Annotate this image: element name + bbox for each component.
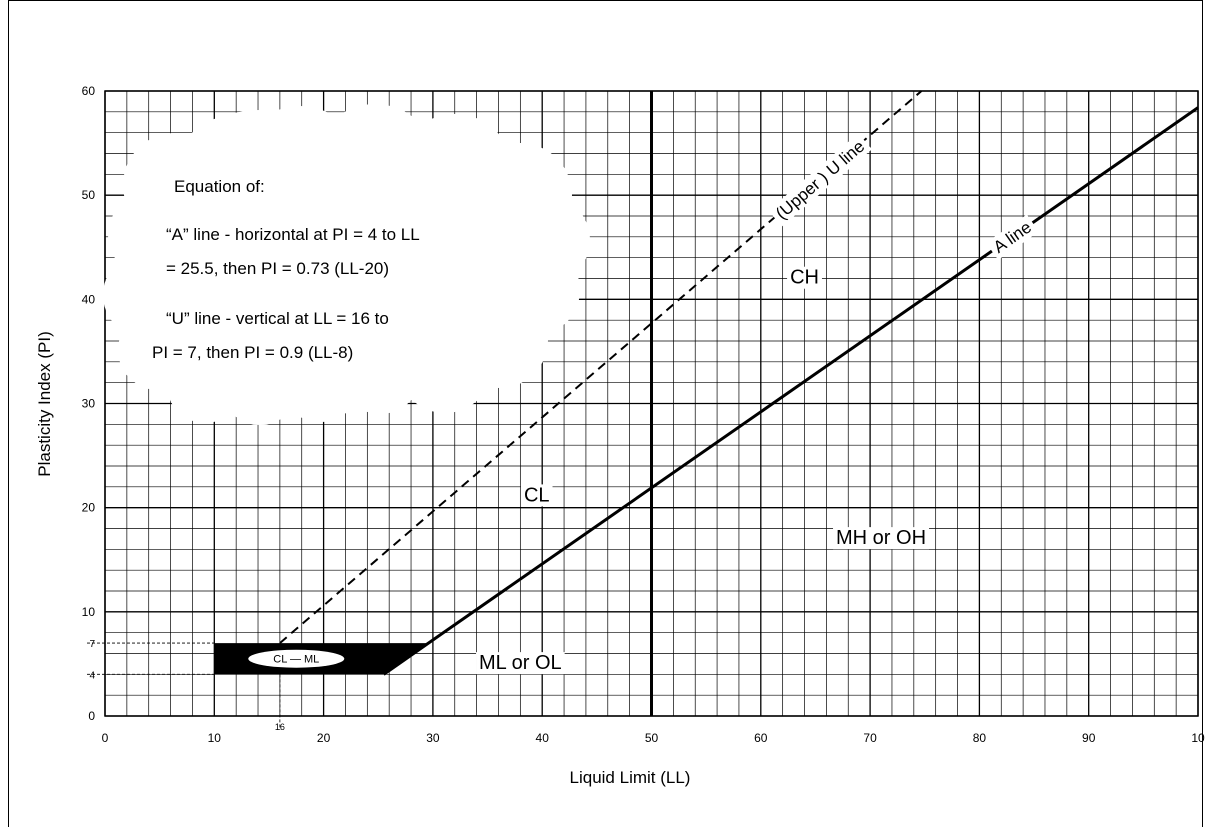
- guide-lines: [87, 642, 281, 730]
- equation-box: Equation of: “A” line - horizontal at PI…: [103, 104, 590, 425]
- equation-a-line-1: “A” line - horizontal at PI = 4 to LL: [166, 225, 420, 244]
- zone-label-text: CH: [790, 267, 819, 289]
- y-tick-label: 50: [82, 188, 96, 202]
- y-axis-label: Plasticity Index (PI): [35, 331, 54, 477]
- cl-ml-zone: CL — ML: [214, 643, 429, 675]
- zone-label-text: ML or OL: [479, 652, 562, 674]
- x-tick-label: 30: [426, 731, 440, 745]
- zone-label: CL: [520, 484, 553, 507]
- plot-border: [104, 90, 1199, 717]
- y-tick-label: 7: [89, 639, 95, 650]
- x-tick-label: 40: [536, 731, 550, 745]
- x-tick-label-16: 16: [275, 722, 285, 732]
- page-frame: [8, 0, 1203, 827]
- equation-title: Equation of:: [174, 177, 265, 196]
- x-tick-label: 10: [208, 731, 222, 745]
- y-tick-label: 0: [88, 709, 95, 723]
- a-line-label-background: [986, 214, 1039, 261]
- cl-ml-zone-ellipse: [248, 649, 345, 668]
- equation-cloud: [103, 104, 590, 425]
- axes: 0 10 20 30 40 50 60 70 80 90 10 16 0 4 7 10 20 30 40 50 60: [82, 84, 1205, 745]
- zone-label: CH: [787, 266, 822, 289]
- cl-ml-zone-label: CL — ML: [273, 654, 319, 666]
- zone-label-text: CL: [524, 484, 550, 506]
- zone-label: MH or OH: [833, 527, 930, 550]
- x-tick-label: 10: [1191, 731, 1205, 745]
- u-line-label: (Upper ) U line: [768, 133, 872, 227]
- y-tick-label: 60: [82, 84, 96, 98]
- x-axis-label: Liquid Limit (LL): [570, 768, 691, 787]
- line-labels: (Upper ) U line A line: [768, 133, 1039, 261]
- equation-u-line-1: “U” line - vertical at LL = 16 to: [166, 309, 389, 328]
- y-tick-label: 10: [82, 605, 96, 619]
- a-line-label: A line: [986, 214, 1039, 261]
- x-tick-label: 50: [645, 731, 659, 745]
- zone-label-background: [476, 652, 565, 675]
- zone-labels: CH CL MH or OH ML or OL: [476, 266, 930, 675]
- zone-label: ML or OL: [476, 652, 565, 675]
- y-tick-label: 20: [82, 501, 96, 515]
- u-line-label-background: [768, 133, 872, 227]
- x-tick-label: 90: [1082, 731, 1096, 745]
- u-line-label-text: (Upper ) U line: [772, 137, 868, 224]
- x-tick-label: 60: [754, 731, 768, 745]
- zone-label-text: MH or OH: [836, 527, 926, 549]
- y-tick-label: 4: [89, 670, 95, 681]
- x-tick-label: 20: [317, 731, 331, 745]
- a-line-label-text: A line: [990, 218, 1035, 257]
- equation-a-line-2: = 25.5, then PI = 0.73 (LL-20): [166, 259, 389, 278]
- x-tick-label: 80: [973, 731, 987, 745]
- a-line: [382, 106, 1199, 676]
- x-tick-label: 0: [102, 731, 109, 745]
- y-tick-label: 30: [82, 397, 96, 411]
- y-tick-label: 40: [82, 292, 96, 306]
- x-tick-label: 70: [863, 731, 877, 745]
- zone-label-background: [833, 527, 930, 550]
- zone-label-background: [787, 266, 822, 289]
- zone-label-background: [520, 484, 553, 507]
- equation-u-line-2: PI = 7, then PI = 0.9 (LL-8): [152, 343, 353, 362]
